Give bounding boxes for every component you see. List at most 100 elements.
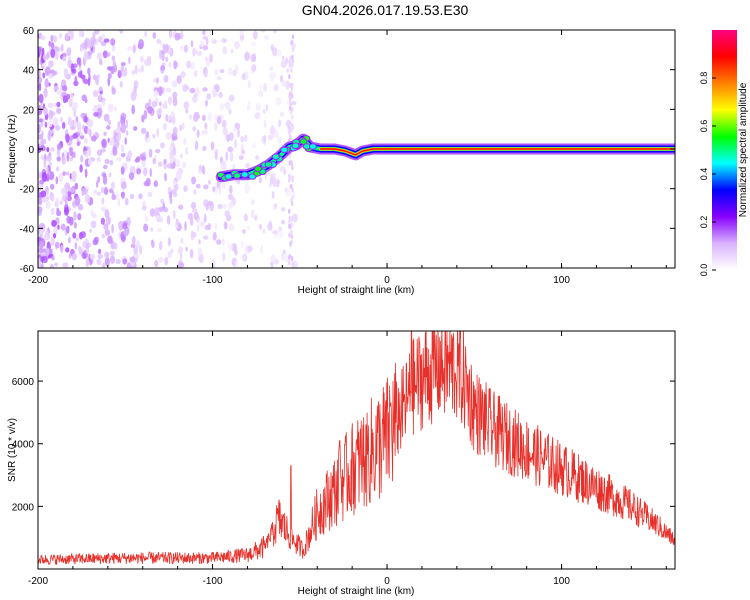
spectrogram-cell: [75, 237, 79, 242]
spectrogram-cell: [288, 260, 291, 266]
spectrogram-cell: [38, 46, 41, 53]
spectrogram-cell: [125, 130, 129, 136]
spectrogram-cell: [169, 197, 173, 205]
spectrogram-cell: [38, 197, 43, 206]
spectrogram-cell: [48, 82, 51, 87]
spectrogram-cell: [183, 185, 187, 193]
spectrogram-cell: [149, 168, 153, 178]
spectrogram-cell: [120, 144, 125, 153]
spectrogram-cell: [50, 147, 55, 152]
spectrogram-cell: [120, 181, 127, 190]
spectrogram-cell: [40, 190, 47, 198]
spectrogram-cell: [83, 78, 89, 85]
spectrogram-cell: [96, 258, 102, 266]
spectrogram-cell: [87, 67, 91, 76]
spectrogram-cell: [179, 124, 183, 132]
spectrogram-cell: [258, 223, 263, 230]
spectrogram-cell: [60, 187, 67, 195]
spectrogram-cell: [132, 44, 136, 54]
spectrogram-cell: [52, 233, 57, 239]
spectrogram-cell: [203, 184, 209, 190]
spectrogram-cell: [172, 91, 178, 99]
spectrogram-cell: [271, 230, 278, 235]
spectrogram-cell: [214, 222, 218, 230]
spectrogram-cell: [171, 116, 176, 125]
spectrogram-cell: [158, 101, 162, 107]
spectrogram-cell: [228, 132, 234, 141]
doppler-track-peak: [320, 148, 675, 156]
spectrogram-cell: [133, 126, 138, 131]
spectrogram-cell: [43, 87, 48, 98]
spectrogram-cell: [62, 171, 66, 176]
spectrogram-cell: [192, 96, 198, 103]
x-tick-label: -100: [203, 576, 223, 587]
spectrogram-cell: [156, 38, 161, 44]
spectrogram-cell: [212, 231, 217, 241]
spectrogram-cell: [213, 184, 219, 194]
spectrogram-cell: [291, 34, 295, 40]
spectrogram-cell: [40, 35, 46, 41]
spectrogram-cell: [121, 70, 127, 77]
spectrogram-cell: [180, 44, 183, 52]
spectrogram-cell: [152, 32, 156, 39]
spectrogram-x-label: Height of straight line (km): [298, 285, 415, 296]
colorbar-tick-label: 0.6: [699, 120, 709, 133]
spectrogram-cell: [130, 243, 135, 248]
spectrogram-cell: [144, 30, 148, 38]
y-tick-label: 2000: [12, 502, 35, 513]
spectrogram-cell: [123, 228, 129, 237]
spectrogram-cell: [88, 146, 92, 157]
spectrogram-cell: [124, 197, 129, 206]
spectrogram-cell: [140, 55, 144, 63]
spectrogram-cell: [190, 40, 194, 48]
spectrogram-cell: [244, 183, 250, 194]
spectrogram-cell: [103, 131, 107, 136]
spectrogram-cell: [124, 137, 127, 145]
spectrogram-cell: [84, 138, 88, 144]
spectrogram-cell: [61, 43, 64, 53]
spectrogram-cell: [280, 252, 285, 261]
spectrogram-cell: [216, 116, 222, 125]
spectrogram-cell: [228, 94, 235, 102]
spectrogram-cell: [60, 116, 63, 123]
spectrogram-cell: [48, 120, 53, 128]
spectrogram-cell: [73, 221, 77, 229]
spectrogram-cell: [43, 138, 47, 145]
spectrogram-cell: [67, 116, 72, 127]
spectrogram-cell: [73, 211, 77, 221]
spectrogram-cell: [280, 60, 287, 69]
spectrogram-cell: [291, 194, 294, 200]
figure-title: GN04.2026.017.19.53.E30: [302, 2, 469, 18]
spectrogram-cell: [104, 229, 111, 236]
spectrogram-cell: [291, 125, 294, 131]
y-tick-label: 4000: [12, 440, 35, 451]
spectrogram-cell: [218, 184, 222, 195]
spectrogram-cell: [166, 163, 172, 169]
spectrogram-cell: [83, 51, 89, 61]
spectrogram-cell: [110, 255, 115, 264]
spectrogram-cell: [211, 39, 217, 45]
spectrogram-cell: [93, 189, 98, 195]
spectrogram-cell: [117, 70, 122, 79]
spectrogram-cell: [110, 66, 116, 74]
spectrogram-cell: [291, 261, 294, 267]
spectrogram-cell: [45, 191, 49, 198]
spectrogram-cell: [251, 199, 255, 206]
spectrogram-cell: [202, 87, 208, 92]
spectrogram-cell: [289, 96, 292, 101]
spectrogram-cell: [132, 236, 136, 245]
x-tick-label: 0: [384, 275, 390, 286]
spectrogram-cell: [51, 256, 55, 261]
spectrogram-cell: [202, 114, 206, 121]
spectrogram-cell: [193, 48, 198, 55]
spectrogram-cell: [119, 30, 124, 34]
spectrogram-cell: [58, 172, 64, 183]
spectrogram-cell: [160, 198, 165, 204]
spectrogram-cell: [44, 78, 49, 88]
spectrogram-cell: [204, 122, 208, 130]
spectrogram-cell: [167, 250, 172, 259]
spectrogram-cell: [201, 164, 205, 175]
spectrogram-cell: [127, 46, 133, 51]
spectrogram-cell: [154, 260, 159, 267]
